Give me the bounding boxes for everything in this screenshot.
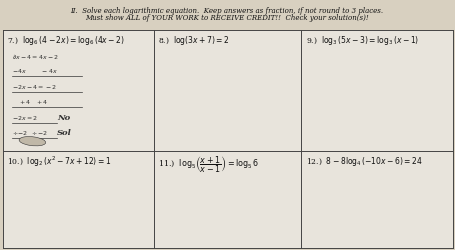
Text: $-2x = 2$: $-2x = 2$	[12, 113, 38, 121]
Bar	[301, 151, 452, 248]
Text: 12.)  $8-8\log_4(-10x-6)=24$: 12.) $8-8\log_4(-10x-6)=24$	[305, 154, 422, 167]
Text: $\partial x - 4 = 4x-2$: $\partial x - 4 = 4x-2$	[12, 52, 59, 60]
Text: 9.)  $\log_3(5x-3)=\log_3(x-1)$: 9.) $\log_3(5x-3)=\log_3(x-1)$	[305, 34, 418, 46]
Text: $-4x \quad\quad\;\; -4x$: $-4x \quad\quad\;\; -4x$	[12, 67, 58, 75]
Bar	[3, 30, 153, 151]
Text: $\quad +4 \;\;\; +4$: $\quad +4 \;\;\; +4$	[12, 98, 48, 106]
Text: 8.)  $\log(3x+7)=2$: 8.) $\log(3x+7)=2$	[158, 34, 229, 46]
Text: Must show ALL of YOUR WORK to RECEIVE CREDIT!!  Check your solution(s)!: Must show ALL of YOUR WORK to RECEIVE CR…	[85, 14, 368, 22]
Text: Sol: Sol	[57, 129, 72, 137]
Bar	[301, 30, 452, 151]
Text: $-2x - 4 = -2$: $-2x - 4 = -2$	[12, 82, 57, 90]
Text: 10.)  $\log_2(x^2-7x+12)=1$: 10.) $\log_2(x^2-7x+12)=1$	[7, 154, 111, 168]
Bar	[153, 151, 301, 248]
Text: $\div{-2} \;\; \div{-2}$: $\div{-2} \;\; \div{-2}$	[12, 129, 48, 137]
Text: No: No	[57, 113, 71, 121]
Text: 7.)  $\log_6(4-2x)=\log_6(4x-2)$: 7.) $\log_6(4-2x)=\log_6(4x-2)$	[7, 34, 125, 46]
Text: II.  Solve each logarithmic equation.  Keep answers as fraction, if not round to: II. Solve each logarithmic equation. Kee…	[71, 7, 383, 15]
Ellipse shape	[19, 137, 46, 146]
Text: 11.)  $\log_5\!\left(\dfrac{x+1}{x-1}\right)=\log_5 6$: 11.) $\log_5\!\left(\dfrac{x+1}{x-1}\rig…	[158, 154, 259, 174]
Bar	[3, 151, 153, 248]
Bar	[153, 30, 301, 151]
